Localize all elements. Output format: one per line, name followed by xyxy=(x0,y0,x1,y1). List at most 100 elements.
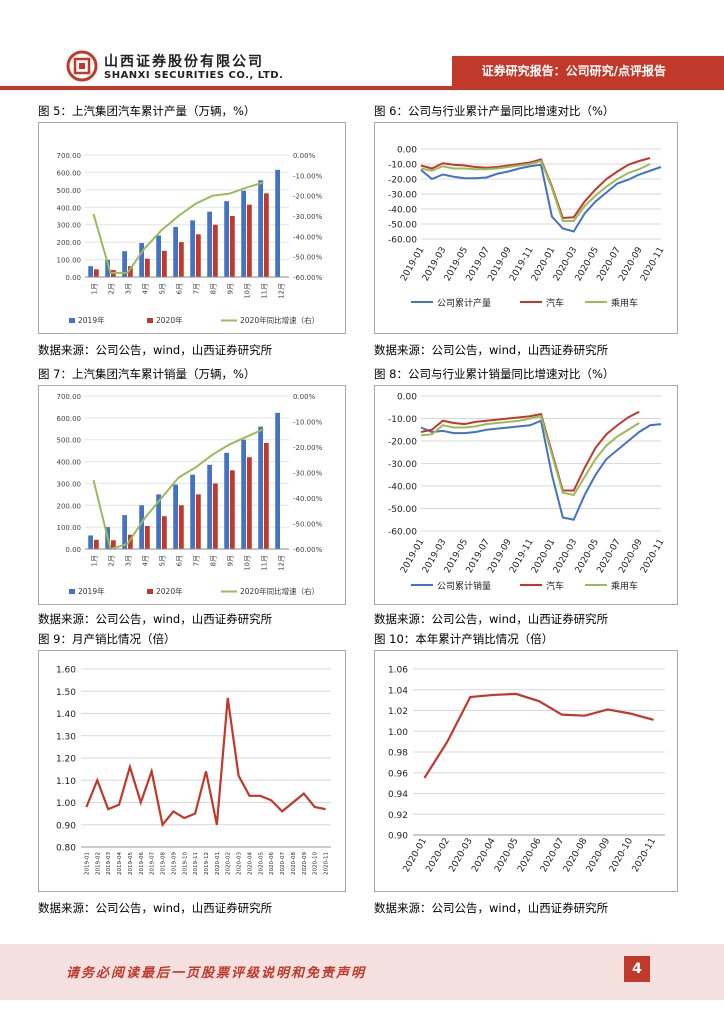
page-number: 4 xyxy=(624,956,650,982)
footer-disclaimer: 请务必阅读最后一页股票评级说明和免责声明 xyxy=(66,966,367,981)
x-tick-label: 2019-12 xyxy=(204,852,210,875)
bar-2019 xyxy=(105,259,110,277)
legend-label: 2019年 xyxy=(78,586,105,596)
legend-swatch xyxy=(69,318,75,323)
bar-2020 xyxy=(179,505,184,549)
figure-5-source: 数据来源：公司公告，wind，山西证券研究所 xyxy=(38,343,273,357)
figure-7-chart: 0.00 100.00 200.00 300.00 400.00 500.00 600.00… xyxy=(38,385,346,605)
y-tick-label: 0.96 xyxy=(388,769,408,779)
bar-2020 xyxy=(196,234,201,277)
x-tick-label: 2月 xyxy=(108,283,116,294)
legend-label: 公司累计销量 xyxy=(437,580,491,592)
legend-label: 2020年同比增速（右） xyxy=(240,315,319,325)
bar-2019 xyxy=(207,211,212,277)
figure-9-title: 图 9：月产销比情况（倍） xyxy=(38,632,176,646)
x-tick-label: 8月 xyxy=(210,555,218,566)
figure-8-source: 数据来源：公司公告，wind，山西证券研究所 xyxy=(374,612,609,626)
bar-2019 xyxy=(88,266,93,277)
x-tick-label: 12月 xyxy=(278,283,286,299)
y-tick-label: -60.00 xyxy=(388,528,417,538)
y-tick-label: 0.00 xyxy=(397,393,417,403)
bar-2019 xyxy=(190,474,195,549)
bar-2019 xyxy=(156,235,161,277)
y2-tick-label: -50.00% xyxy=(293,254,323,262)
bar-2020 xyxy=(264,193,269,277)
x-tick-label: 5月 xyxy=(159,283,167,294)
bar-2020 xyxy=(196,494,201,549)
legend-label: 汽车 xyxy=(546,297,564,309)
y-tick-label: 300.00 xyxy=(57,222,82,230)
legend-label: 2020年 xyxy=(156,315,183,325)
x-tick-label: 9月 xyxy=(227,555,235,566)
bar-2019 xyxy=(122,515,127,549)
y-tick-label: 400.00 xyxy=(57,459,82,467)
y-tick-label: 1.20 xyxy=(56,755,76,765)
y-tick-label: 0.94 xyxy=(388,790,408,800)
footer-bar xyxy=(0,944,724,1000)
bar-2020 xyxy=(213,483,218,549)
bar-2019 xyxy=(241,439,246,549)
y-tick-label: 300.00 xyxy=(57,480,82,488)
bar-2020 xyxy=(94,539,99,549)
x-tick-label: 2019-06 xyxy=(139,852,145,875)
y-tick-label: 200.00 xyxy=(57,502,82,510)
bar-2020 xyxy=(128,534,133,549)
legend-label: 汽车 xyxy=(546,580,564,592)
x-tick-label: 2020-01 xyxy=(215,852,221,875)
y-tick-label: 1.30 xyxy=(56,732,76,742)
x-tick-label: 1月 xyxy=(91,283,99,294)
legend-label: 2019年 xyxy=(78,315,105,325)
x-tick-label: 2月 xyxy=(108,555,116,566)
y-tick-label: 0.90 xyxy=(56,821,76,831)
y-tick-label: 1.00 xyxy=(388,728,408,738)
y-tick-label: -10.00 xyxy=(388,161,417,171)
x-tick-label: 2019-11 xyxy=(193,852,199,875)
y-tick-label: 200.00 xyxy=(57,239,82,247)
x-tick-label: 10月 xyxy=(244,555,252,571)
y2-tick-label: -40.00% xyxy=(293,233,323,241)
y-tick-label: 700.00 xyxy=(57,393,82,401)
company-name-en: SHANXI SECURITIES CO., LTD. xyxy=(104,70,284,81)
x-tick-label: 2019-10 xyxy=(182,852,188,875)
y-tick-label: 100.00 xyxy=(57,524,82,532)
y-tick-label: -30.00 xyxy=(388,460,417,470)
company-name-cn: 山西证券股份有限公司 xyxy=(104,54,264,70)
x-tick-label: 4月 xyxy=(142,283,150,294)
bar-2019 xyxy=(224,201,229,277)
bar-2019 xyxy=(241,190,246,277)
report-category-tag: 证券研究报告：公司研究/点评报告 xyxy=(452,56,724,86)
bar-2019 xyxy=(275,169,280,277)
x-tick-label: 2019-09 xyxy=(171,852,177,875)
x-tick-label: 7月 xyxy=(193,283,201,294)
x-tick-label: 10月 xyxy=(244,283,252,299)
growth-line xyxy=(92,181,264,274)
y-tick-label: -60.00 xyxy=(388,236,417,246)
series-line xyxy=(420,157,651,220)
y2-tick-label: -40.00% xyxy=(293,495,323,503)
series-line xyxy=(420,415,640,497)
y-tick-label: 400.00 xyxy=(57,204,82,212)
series-line xyxy=(423,692,654,779)
x-tick-label: 2020-08 xyxy=(291,852,297,875)
series-line xyxy=(420,419,662,521)
x-tick-label: 2020-03 xyxy=(237,852,243,875)
y-tick-label: 100.00 xyxy=(57,257,82,265)
x-tick-label: 2019-07 xyxy=(150,852,156,875)
y2-tick-label: -30.00% xyxy=(293,470,323,478)
legend-swatch xyxy=(69,589,75,594)
bar-2019 xyxy=(88,535,93,549)
x-tick-label: 11月 xyxy=(261,555,269,571)
y-tick-label: -50.00 xyxy=(388,505,417,515)
x-tick-label: 1月 xyxy=(91,555,99,566)
bar-2020 xyxy=(230,216,235,277)
x-tick-label: 4月 xyxy=(142,555,150,566)
x-tick-label: 2019-03 xyxy=(106,852,112,875)
company-logo xyxy=(66,50,98,82)
bar-2019 xyxy=(224,452,229,549)
figure-9-chart: 0.80 0.90 1.00 1.10 1.20 1.30 1.40 1.50 1.60 2019… xyxy=(38,650,346,892)
legend-label: 2020年 xyxy=(156,586,183,596)
legend-swatch xyxy=(147,589,153,594)
bar-2020 xyxy=(264,442,269,549)
series-line xyxy=(420,410,640,492)
legend-label: 乘用车 xyxy=(611,580,638,592)
